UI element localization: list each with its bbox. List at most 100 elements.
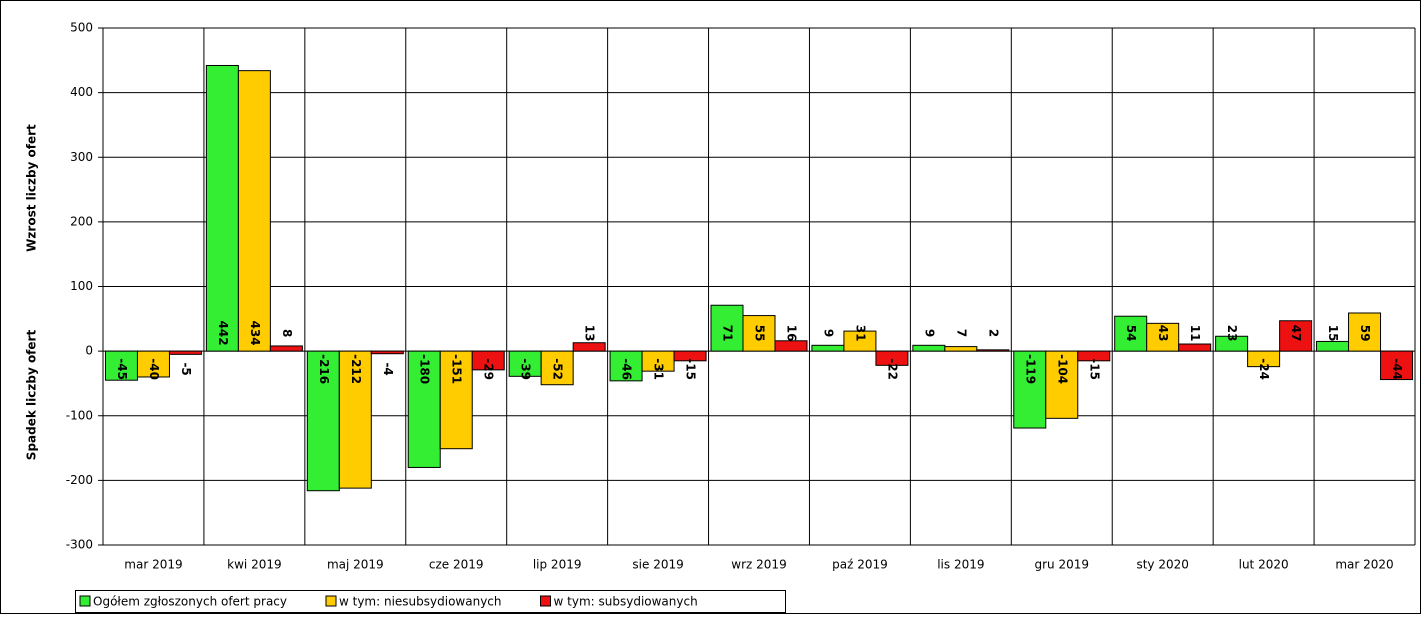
bar	[609, 350, 643, 382]
x-tick-label: lip 2019	[533, 558, 582, 572]
y-tick-label: 400	[70, 85, 93, 99]
value-label: -24	[1257, 358, 1271, 380]
value-label: -29	[482, 358, 496, 380]
value-label: 31	[853, 325, 867, 342]
x-tick-label: sty 2020	[1136, 558, 1188, 572]
bar	[168, 350, 202, 355]
x-tick-label: gru 2019	[1035, 558, 1090, 572]
value-label: -45	[115, 358, 129, 380]
bar	[976, 349, 1010, 352]
value-label: -212	[349, 354, 363, 384]
value-label: 2	[986, 329, 1000, 337]
legend-swatch	[325, 595, 337, 607]
legend-swatch	[540, 595, 552, 607]
y-tick-label: -200	[66, 473, 93, 487]
value-label: 43	[1156, 325, 1170, 342]
value-label: -104	[1055, 354, 1069, 384]
bar	[1247, 350, 1281, 368]
bar	[104, 350, 138, 381]
y-label-top: Wzrost liczby ofert	[25, 124, 39, 252]
value-label: -119	[1023, 354, 1037, 384]
value-label: -39	[519, 358, 533, 380]
bar	[237, 70, 271, 352]
bar	[338, 350, 372, 489]
x-tick-label: mar 2019	[124, 558, 182, 572]
value-label: 47	[1289, 325, 1303, 342]
value-label: 434	[248, 321, 262, 346]
bar	[912, 344, 946, 352]
value-label: 55	[753, 325, 767, 342]
legend	[75, 590, 786, 613]
value-label: 54	[1124, 325, 1138, 342]
bar	[811, 344, 845, 352]
legend-label: w tym: subsydiowanych	[554, 595, 698, 609]
bar	[944, 346, 978, 352]
bar	[540, 350, 574, 386]
bar	[1348, 312, 1382, 352]
bar	[1114, 315, 1148, 352]
y-label-bottom: Spadek liczby ofert	[25, 330, 39, 461]
value-label: -15	[684, 358, 698, 380]
x-tick-label: kwi 2019	[227, 558, 281, 572]
value-label: 7	[954, 329, 968, 337]
bar	[1045, 350, 1079, 419]
legend-label: Ogółem zgłoszonych ofert pracy	[93, 595, 287, 609]
value-label: -40	[147, 358, 161, 380]
x-tick-label: paź 2019	[832, 558, 888, 572]
value-label: -52	[551, 358, 565, 380]
value-label: -46	[620, 358, 634, 380]
bar	[1178, 343, 1212, 352]
bar	[1316, 340, 1350, 352]
value-label: 16	[785, 325, 799, 342]
bar	[471, 350, 505, 371]
bar	[1279, 320, 1313, 352]
bar	[875, 350, 909, 366]
legend-label: w tym: niesubsydiowanych	[339, 595, 502, 609]
bar	[136, 350, 170, 378]
bar	[742, 315, 776, 352]
value-label: 15	[1326, 325, 1340, 342]
value-label: 9	[922, 329, 936, 337]
y-tick-label: -300	[66, 538, 93, 552]
bar	[269, 345, 303, 352]
value-label: -5	[179, 362, 193, 375]
value-label: 442	[216, 321, 230, 346]
y-tick-label: -100	[66, 408, 93, 422]
bar	[572, 342, 606, 352]
bar	[1146, 322, 1180, 352]
y-tick-label: 300	[70, 150, 93, 164]
x-tick-label: maj 2019	[327, 558, 384, 572]
bar	[673, 350, 707, 362]
x-tick-label: cze 2019	[429, 558, 484, 572]
value-label: -31	[652, 358, 666, 380]
x-tick-label: lut 2020	[1239, 558, 1289, 572]
value-label: 23	[1225, 325, 1239, 342]
value-label: -180	[418, 354, 432, 384]
bar	[370, 350, 404, 355]
bar	[205, 64, 239, 352]
value-label: 8	[280, 329, 294, 337]
bar	[306, 350, 340, 492]
value-label: 13	[583, 325, 597, 342]
legend-swatch	[79, 595, 91, 607]
value-label: 71	[721, 325, 735, 342]
bar	[508, 350, 542, 377]
value-label: 9	[821, 329, 835, 337]
bar	[774, 340, 808, 352]
bar	[1013, 350, 1047, 429]
bar	[439, 350, 473, 450]
x-tick-label: mar 2020	[1335, 558, 1393, 572]
x-tick-label: wrz 2019	[731, 558, 786, 572]
x-tick-label: lis 2019	[937, 558, 984, 572]
value-label: -44	[1390, 358, 1404, 380]
y-tick-label: 0	[85, 344, 93, 358]
value-label: -4	[381, 362, 395, 375]
value-label: -216	[317, 354, 331, 384]
bar	[843, 330, 877, 352]
y-tick-label: 500	[70, 21, 93, 35]
bar	[1077, 350, 1111, 362]
bar	[710, 304, 744, 352]
value-label: 59	[1358, 325, 1372, 342]
bar	[407, 350, 441, 468]
